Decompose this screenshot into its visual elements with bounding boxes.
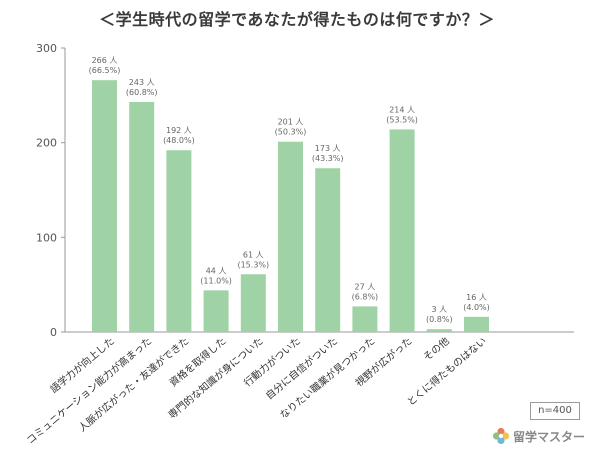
bar [203,290,229,332]
bar-percent-label: (6.8%) [352,292,379,301]
bar-value-label: 27 人 [355,282,376,291]
y-tick-label: 100 [36,231,57,244]
bar [464,316,489,332]
bar-percent-label: (15.3%) [237,260,269,269]
bar-percent-label: (60.8%) [126,88,158,97]
bar [240,274,266,332]
bar-percent-label: (43.3%) [312,154,344,163]
bar [352,306,378,332]
bar-percent-label: (11.0%) [200,276,232,285]
bar-value-label: 44 人 [206,266,227,275]
chart-title: ＜学生時代の留学であなたが得たものは何ですか？＞ [99,10,495,29]
y-tick-label: 300 [36,42,57,55]
bar [426,329,452,332]
bar-value-label: 192 人 [166,126,192,135]
bar-percent-label: (48.0%) [163,136,195,145]
flower-logo-icon [492,427,510,445]
bar [129,101,155,333]
y-tick-label: 0 [50,326,57,339]
bar-value-label: 243 人 [129,78,155,87]
bar-value-label: 16 人 [466,293,487,302]
bar-value-label: 61 人 [243,250,264,259]
brand-name: 留学マスター [513,429,586,444]
bar [278,141,303,332]
bar-value-label: 3 人 [431,305,447,314]
bar-value-label: 214 人 [389,105,415,114]
bar [92,80,117,332]
sample-size-note: n=400 [530,402,580,420]
bar-value-label: 266 人 [92,56,118,65]
x-category-label: その他 [420,334,451,363]
bar [389,129,415,332]
bar-percent-label: (53.5%) [386,115,418,124]
bar [166,150,192,332]
bar-value-label: 173 人 [315,144,341,153]
bar-percent-label: (66.5%) [89,66,121,75]
bar-value-label: 201 人 [278,118,304,127]
brand-logo: 留学マスター [492,426,585,446]
bar [315,168,341,332]
y-tick-label: 200 [36,137,57,150]
bar-percent-label: (0.8%) [426,315,453,324]
x-category-label: 語学力が向上した [47,334,117,395]
bar-percent-label: (4.0%) [463,303,490,312]
bar-percent-label: (50.3%) [275,128,307,137]
